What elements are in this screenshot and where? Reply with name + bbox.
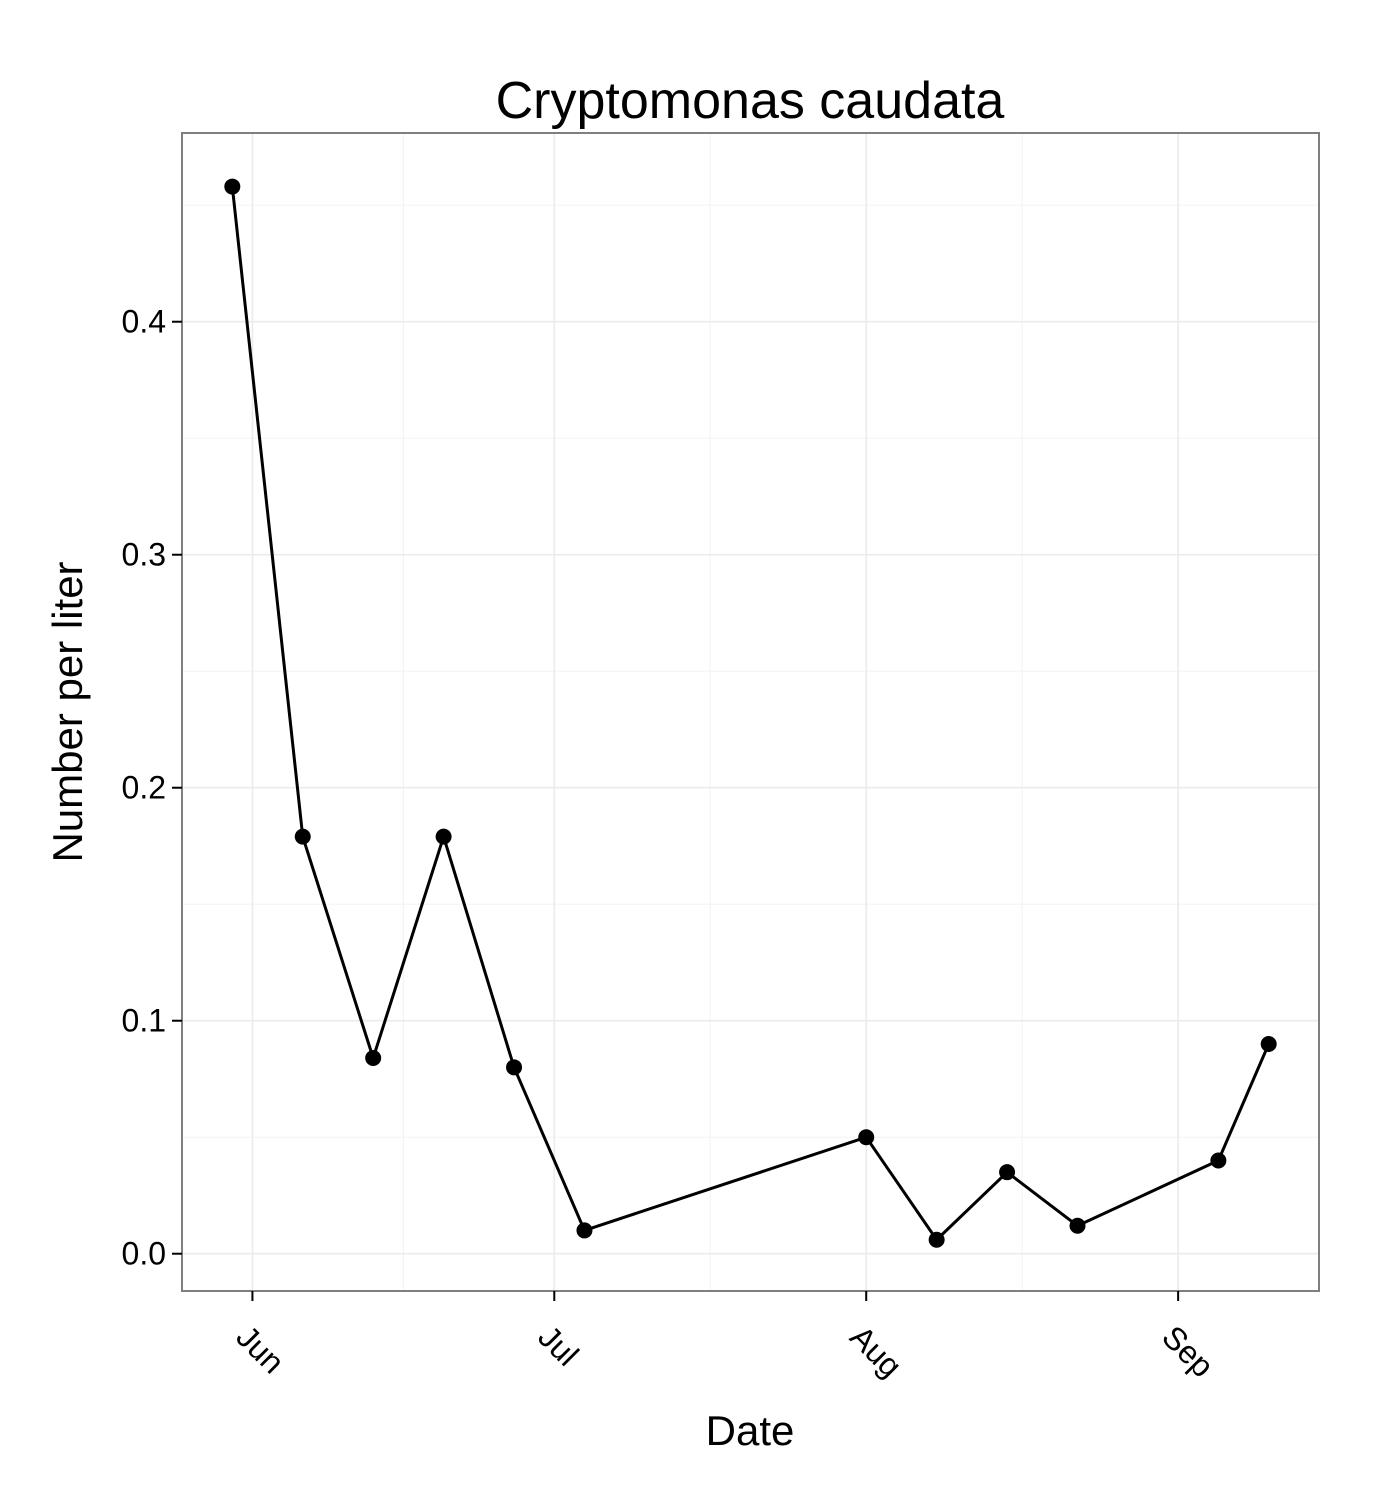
data-point <box>294 828 311 845</box>
data-series <box>224 178 1277 1248</box>
x-tick-label: Jul <box>531 1318 585 1372</box>
data-point <box>858 1129 875 1146</box>
x-tick-label: Aug <box>843 1318 909 1384</box>
data-point <box>576 1222 593 1239</box>
x-tick-label: Sep <box>1155 1318 1221 1384</box>
series-line <box>230 186 1271 1242</box>
data-point <box>365 1050 382 1067</box>
x-axis-title: Date <box>706 1407 795 1454</box>
data-point <box>1210 1152 1227 1169</box>
y-tick-label: 0.0 <box>122 1236 166 1272</box>
data-point <box>224 178 241 195</box>
x-tick-label: Jun <box>229 1318 291 1380</box>
data-point <box>506 1059 523 1076</box>
data-point <box>1069 1217 1086 1234</box>
data-point <box>999 1164 1016 1181</box>
y-tick-label: 0.1 <box>122 1003 166 1039</box>
x-axis: Jun Jul Aug Sep <box>229 1291 1221 1384</box>
y-tick-label: 0.3 <box>122 537 166 573</box>
data-point <box>928 1231 945 1248</box>
minor-gridlines <box>182 133 1319 1291</box>
plot-panel <box>182 133 1319 1291</box>
y-axis: 0.0 0.1 0.2 0.3 0.4 <box>122 304 182 1272</box>
data-point <box>435 828 452 845</box>
chart-title: Cryptomonas caudata <box>496 72 1005 130</box>
plot-panel-border <box>181 132 1320 1292</box>
y-axis-title: Number per liter <box>44 561 91 862</box>
data-point <box>1260 1036 1277 1053</box>
y-tick-label: 0.4 <box>122 304 166 340</box>
y-tick-label: 0.2 <box>122 770 166 806</box>
major-gridlines <box>182 133 1319 1291</box>
